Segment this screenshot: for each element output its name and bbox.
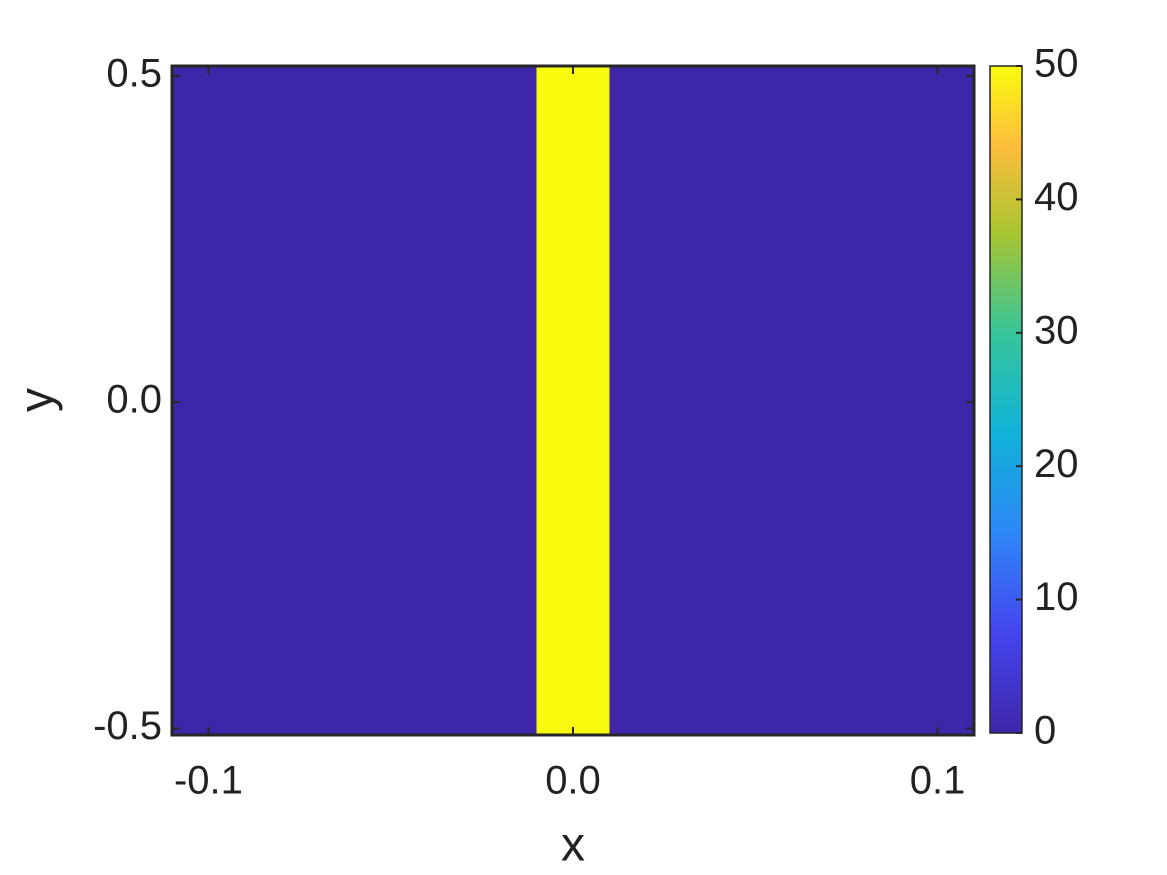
colorbar — [990, 66, 1022, 733]
y-tick-label: -0.5 — [93, 704, 162, 748]
colorbar-box — [989, 65, 1023, 734]
x-tick-label: 0.0 — [545, 759, 601, 803]
colorbar-tick-label: 20 — [1034, 442, 1079, 486]
colorbar-tick-label: 30 — [1034, 308, 1079, 352]
colorbar-tick-label: 50 — [1034, 42, 1079, 86]
y-axis-label: y — [11, 388, 64, 412]
colorbar-tick-label: 40 — [1034, 175, 1079, 219]
colorbar-tick-label: 10 — [1034, 575, 1079, 619]
x-tick-label: -0.1 — [174, 759, 243, 803]
x-axis-label: x — [561, 819, 585, 872]
colorbar-tick-label: 0 — [1034, 709, 1056, 753]
y-tick-label: 0.0 — [106, 378, 162, 422]
heatmap-cell — [536, 66, 610, 735]
x-tick-label: 0.1 — [910, 759, 966, 803]
heatmap-cell — [609, 66, 974, 735]
y-tick-label: 0.5 — [106, 51, 162, 95]
heatmap-cell — [172, 66, 537, 735]
